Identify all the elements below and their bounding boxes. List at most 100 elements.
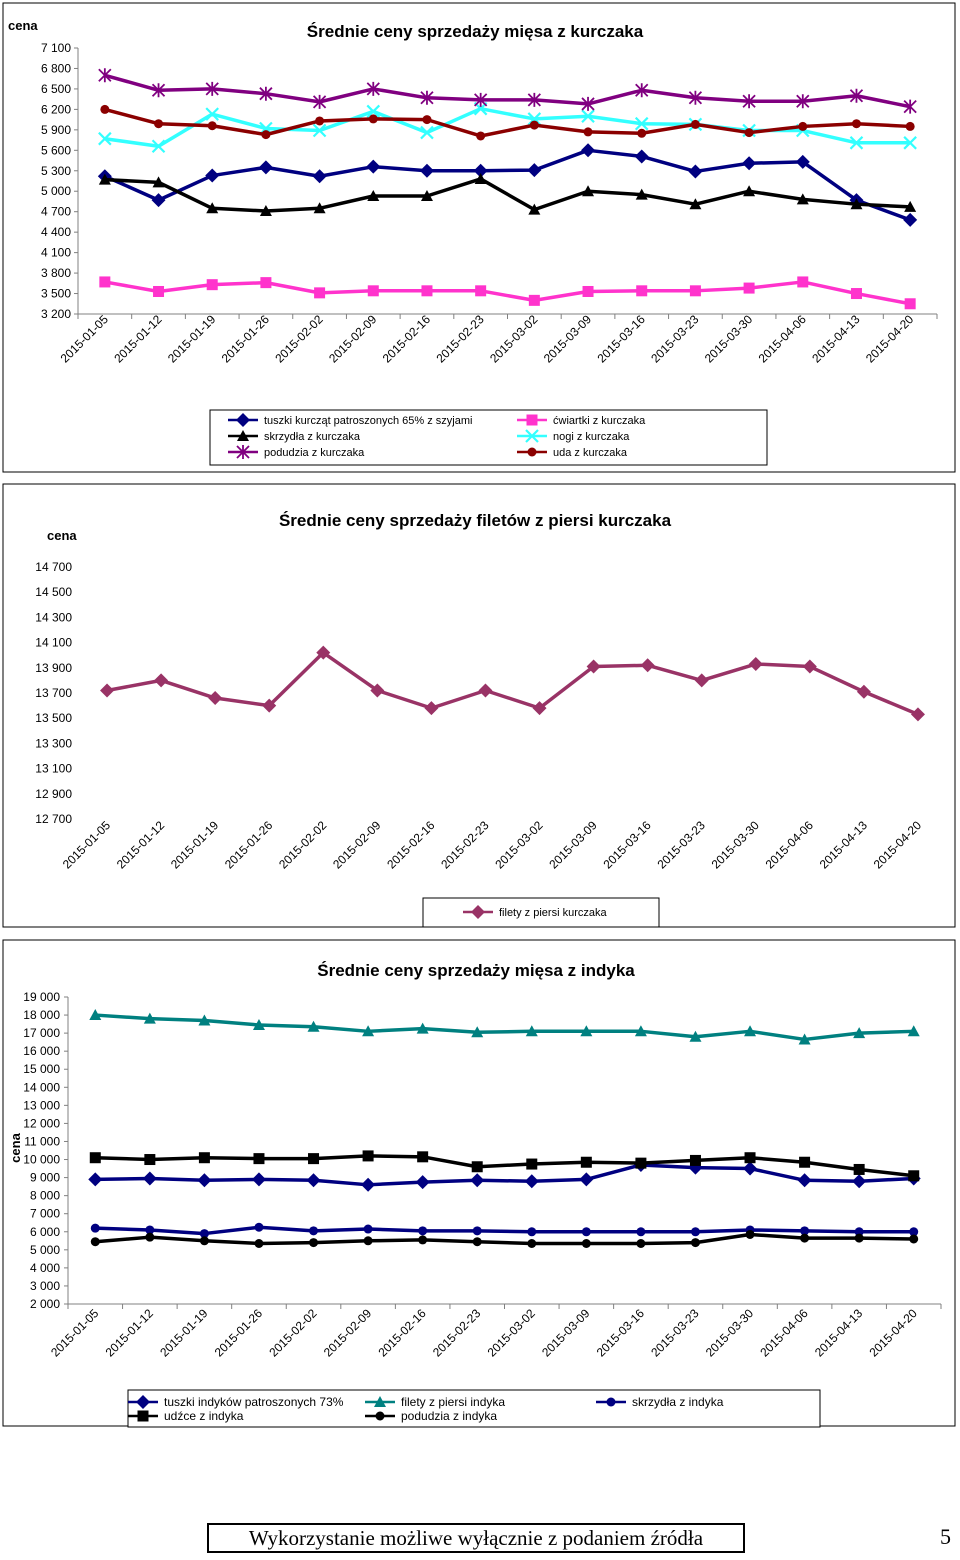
data-point <box>199 1236 209 1246</box>
data-point <box>582 185 595 197</box>
data-point <box>635 83 649 98</box>
data-point <box>415 1175 430 1190</box>
data-point <box>909 1227 919 1237</box>
data-point <box>309 1238 319 1248</box>
data-point <box>634 116 649 131</box>
y-tick-label: 13 000 <box>23 1098 60 1112</box>
data-point <box>253 1153 265 1165</box>
legend-entry: skrzydła z kurczaka <box>228 430 361 443</box>
series-6 <box>100 104 915 141</box>
data-point <box>849 88 864 103</box>
data-point <box>259 86 273 101</box>
data-point <box>262 698 277 713</box>
data-point <box>850 198 863 210</box>
data-point <box>258 160 273 175</box>
page-number: 5 <box>940 1524 951 1549</box>
data-point <box>198 1014 211 1026</box>
y-tick-label: 13 900 <box>35 661 72 675</box>
data-point <box>690 119 700 129</box>
series-1 <box>88 1157 921 1192</box>
data-point <box>153 285 165 297</box>
data-point <box>744 1025 757 1037</box>
legend-entry: uda z kurczaka <box>517 447 628 459</box>
series-line <box>95 1163 914 1187</box>
data-point <box>199 1229 209 1239</box>
series-line <box>104 177 911 213</box>
y-tick-label: 9 000 <box>30 1171 60 1185</box>
data-point <box>745 1229 755 1239</box>
data-point <box>909 1234 919 1244</box>
legend-label: skrzydła z indyka <box>632 1395 724 1409</box>
data-point <box>312 94 327 109</box>
data-point <box>689 1030 702 1042</box>
y-tick-label: 13 100 <box>35 762 72 776</box>
data-point <box>198 1152 210 1164</box>
legend-entry: filety z piersi kurczaka <box>463 905 607 919</box>
data-point <box>420 90 434 105</box>
legend-swatch-marker <box>375 1411 385 1421</box>
legend-swatch-marker <box>236 413 250 427</box>
series-line <box>104 107 911 138</box>
legend-entry: filety z piersi indyka <box>365 1395 505 1409</box>
data-point <box>688 164 703 179</box>
data-point <box>472 1226 482 1236</box>
data-point <box>851 119 861 129</box>
data-point <box>690 1227 700 1237</box>
data-point <box>259 205 272 217</box>
data-point <box>254 1222 264 1232</box>
y-tick-label: 4 700 <box>41 205 71 219</box>
y-tick-label: 13 700 <box>35 686 72 700</box>
legend-entry: tuszki indyków patroszonych 73% <box>128 1395 344 1409</box>
data-point <box>856 684 871 699</box>
data-point <box>526 1158 538 1170</box>
legend-label: tuszki indyków patroszonych 73% <box>164 1395 344 1409</box>
data-point <box>308 1153 320 1165</box>
data-point <box>634 149 649 164</box>
y-tick-label: 6 800 <box>41 61 71 75</box>
legend-frame <box>422 897 660 928</box>
data-point <box>197 1173 212 1188</box>
y-tick-label: 6 500 <box>41 82 71 96</box>
data-point <box>260 277 272 289</box>
legend-frame <box>127 1389 821 1428</box>
data-point <box>421 285 433 297</box>
data-point <box>418 1235 428 1245</box>
legend-entry: podudzia z indyka <box>365 1409 497 1423</box>
data-point <box>314 287 326 299</box>
data-point <box>151 139 166 153</box>
data-point <box>690 1238 700 1248</box>
legend-frame <box>209 409 768 466</box>
y-tick-label: 14 000 <box>23 1080 60 1094</box>
data-point <box>205 81 219 96</box>
data-point <box>90 1223 100 1233</box>
data-point <box>853 1163 865 1175</box>
data-point <box>636 1239 646 1249</box>
y-tick-label: 13 300 <box>35 736 72 750</box>
data-point <box>208 691 223 706</box>
data-point <box>145 1225 155 1235</box>
data-point <box>586 659 601 674</box>
y-tick-label: 15 000 <box>23 1062 60 1076</box>
data-point <box>152 176 165 188</box>
data-point <box>907 1025 920 1037</box>
data-point <box>528 203 541 215</box>
data-point <box>689 198 702 210</box>
y-tick-label: 11 000 <box>24 1134 60 1148</box>
data-point <box>315 116 325 126</box>
y-tick-label: 5 000 <box>41 184 71 198</box>
data-point <box>316 645 331 660</box>
data-point <box>525 1025 538 1037</box>
y-tick-label: 4 400 <box>41 225 71 239</box>
legend-entry: ćwiartki z kurczaka <box>517 414 646 427</box>
data-point <box>635 1157 647 1169</box>
y-tick-label: 14 700 <box>35 560 72 574</box>
data-point <box>905 121 915 131</box>
y-tick-label: 7 100 <box>41 41 71 55</box>
data-point <box>527 163 542 178</box>
data-point <box>362 1025 375 1037</box>
data-point <box>417 1151 429 1163</box>
data-point <box>418 1226 428 1236</box>
legend-label: filety z piersi indyka <box>401 1395 505 1409</box>
data-point <box>800 1233 810 1243</box>
y-tick-label: 14 300 <box>35 610 72 624</box>
